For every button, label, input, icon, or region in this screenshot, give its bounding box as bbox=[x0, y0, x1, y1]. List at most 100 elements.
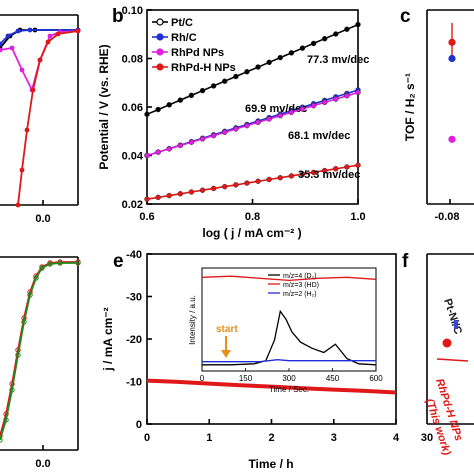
inset-x-tick-label: 0 bbox=[200, 374, 205, 383]
panel-a-curve-3 bbox=[17, 30, 79, 206]
panel-b-legend-text: Pt/C bbox=[171, 17, 193, 29]
panel-e-y-tick-label: 0 bbox=[136, 419, 142, 431]
panel-b-point bbox=[344, 164, 350, 170]
panel-a-point bbox=[15, 28, 21, 34]
inset-series-line bbox=[202, 309, 377, 366]
panel-c-point bbox=[448, 38, 456, 46]
panel-label-b: b bbox=[112, 6, 124, 27]
panel-d-point bbox=[3, 417, 9, 423]
panel-b-point bbox=[199, 187, 206, 193]
panel-b-point bbox=[222, 78, 228, 84]
panel-b-point bbox=[266, 176, 272, 183]
panel-b-slope-label: 68.1 mv/dec bbox=[288, 130, 350, 142]
inset-series-line bbox=[202, 359, 376, 363]
panel-a-point bbox=[30, 87, 36, 93]
panel-b-x-tick-label: 1.0 bbox=[350, 211, 365, 223]
panel-d-point bbox=[9, 387, 15, 393]
panel-d-point bbox=[33, 275, 39, 281]
panel-label-e: e bbox=[113, 251, 124, 272]
panel-b-point bbox=[155, 194, 161, 201]
panel-e-x-tick-label: 0 bbox=[144, 432, 150, 444]
panel-b-point bbox=[155, 106, 161, 113]
panel-d-point bbox=[27, 292, 33, 298]
panel-b-point bbox=[188, 139, 195, 145]
inset-legend-text: m/z=2 (H₂) bbox=[283, 291, 317, 298]
panel-b-y-tick-label: 0.10 bbox=[122, 5, 143, 17]
panel-b-point bbox=[321, 167, 328, 174]
panel-d-curve-0 bbox=[0, 261, 78, 437]
panel-f-marker-ptni bbox=[454, 320, 458, 329]
panel-e-y-tick-label: -40 bbox=[126, 249, 142, 261]
panel-e-x-tick-label: 2 bbox=[268, 432, 274, 444]
panel-e-x-tick-label: 1 bbox=[206, 432, 212, 444]
panel-f-connector bbox=[436, 358, 469, 362]
panel-a-point bbox=[75, 28, 81, 34]
panel-b-point bbox=[310, 103, 317, 109]
inset-x-tick-label: 300 bbox=[282, 374, 296, 383]
panel-d-curve-1 bbox=[0, 262, 78, 441]
panel-c-y-label: TOF / H₂ s⁻¹ bbox=[403, 73, 417, 141]
inset-series-line bbox=[201, 275, 377, 282]
panel-b-point bbox=[244, 69, 250, 75]
panel-f-x-tick-label: 30 bbox=[421, 432, 433, 444]
panel-b-point bbox=[255, 119, 261, 126]
panel-b-point bbox=[144, 196, 150, 202]
panel-b-y-tick-label: 0.08 bbox=[122, 54, 143, 66]
panel-b-point bbox=[166, 192, 172, 199]
inset-x-label: Time / Sec. bbox=[269, 385, 309, 394]
panel-b-point bbox=[288, 50, 295, 56]
panel-b-point bbox=[355, 162, 361, 168]
panel-a-point bbox=[24, 127, 30, 133]
inset-x-tick-label: 450 bbox=[326, 374, 340, 383]
panel-b-point bbox=[266, 116, 272, 122]
panel-b-point bbox=[166, 146, 172, 152]
panel-a-point bbox=[19, 167, 25, 173]
panel-b-point bbox=[255, 178, 261, 184]
inset-start-label: start bbox=[216, 324, 238, 335]
panel-label-f: f bbox=[402, 251, 409, 272]
panel-f-label-ptni: Pt-Ni/C bbox=[441, 297, 464, 336]
panel-b-point bbox=[333, 166, 339, 172]
panel-b-point bbox=[199, 87, 206, 94]
panel-b-point bbox=[255, 64, 261, 70]
panel-b-legend-marker bbox=[156, 48, 164, 56]
panel-d-point bbox=[15, 352, 21, 358]
inset-x-tick-label: 150 bbox=[239, 374, 253, 383]
panel-b-point bbox=[333, 96, 339, 102]
panel-b-legend-marker bbox=[156, 63, 164, 71]
panel-a-point bbox=[0, 47, 3, 53]
panel-a-point bbox=[9, 45, 15, 51]
panel-b-y-tick-label: 0.06 bbox=[122, 102, 143, 114]
panel-b-point bbox=[177, 97, 184, 103]
panel-b-point bbox=[210, 185, 217, 192]
panel-b-point bbox=[344, 26, 350, 32]
panel-b-point bbox=[144, 111, 150, 117]
panel-b-point bbox=[277, 112, 283, 119]
panel-a-point bbox=[47, 33, 53, 39]
panel-b-point bbox=[222, 129, 228, 135]
panel-b-x-tick-label: 0.6 bbox=[139, 211, 154, 223]
panel-b-point bbox=[177, 191, 184, 197]
panel-b-point bbox=[210, 132, 217, 139]
panel-b-x-label: log ( j / mA cm⁻² ) bbox=[202, 226, 301, 240]
panel-b-point bbox=[144, 152, 150, 159]
inset-legend-text: m/z=4 (D₂) bbox=[283, 273, 317, 280]
panel-a-point bbox=[55, 31, 61, 37]
panel-b-point bbox=[155, 149, 161, 155]
inset-legend-text: m/z=3 (HD) bbox=[283, 282, 319, 289]
panel-b-point bbox=[333, 31, 339, 37]
panel-b-point bbox=[355, 89, 361, 96]
panel-d-point bbox=[21, 319, 27, 325]
inset-start-arrow-head bbox=[221, 350, 231, 358]
panel-b-point bbox=[244, 122, 250, 129]
panel-e-current-trace bbox=[146, 378, 397, 395]
panel-b-point bbox=[177, 142, 184, 149]
panel-a-point bbox=[45, 39, 51, 45]
panel-c-x-tick-label: -0.08 bbox=[434, 211, 459, 223]
panel-d-tick-label: 0.0 bbox=[35, 458, 50, 470]
panel-b-slope-label: 69.9 mv/dec bbox=[245, 103, 307, 115]
panel-d-point bbox=[57, 260, 63, 266]
panel-b-point bbox=[310, 40, 317, 47]
panel-b-y-label: Potential / V (vs. RHE) bbox=[97, 44, 111, 169]
panel-b-legend-text: Rh/C bbox=[171, 32, 197, 44]
